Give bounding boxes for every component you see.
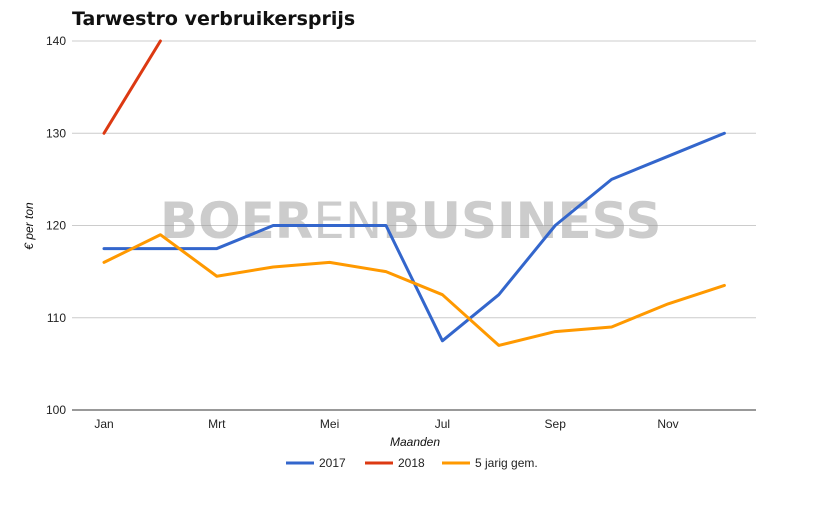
gridlines — [72, 40, 756, 411]
x-tick-label: Nov — [657, 417, 678, 431]
x-axis-label: Maanden — [390, 435, 440, 449]
y-tick-label: 140 — [46, 34, 66, 48]
x-tick-label: Mei — [320, 417, 339, 431]
watermark-part3: BUSINESS — [382, 192, 661, 250]
x-tick-label: Sep — [545, 417, 567, 431]
y-axis-ticks: 100 110 120 130 140 — [46, 34, 66, 417]
x-tick-label: Mrt — [208, 417, 226, 431]
y-tick-label: 110 — [47, 311, 66, 325]
watermark-part2: EN — [313, 192, 382, 250]
series-line — [102, 233, 726, 347]
legend-label: 2018 — [398, 456, 425, 470]
y-axis-label: € per ton — [22, 202, 36, 250]
y-tick-label: 120 — [46, 219, 66, 233]
y-tick-label: 100 — [46, 403, 66, 417]
legend-label: 5 jarig gem. — [475, 456, 538, 470]
chart-title: Tarwestro verbruikersprijs — [72, 8, 356, 30]
series-line — [102, 39, 162, 135]
series-lines — [102, 39, 726, 347]
x-axis-ticks: Jan Mrt Mei Jul Sep Nov — [94, 417, 678, 431]
x-tick-label: Jan — [94, 417, 113, 431]
x-tick-label: Jul — [435, 417, 450, 431]
legend-label: 2017 — [319, 456, 346, 470]
y-tick-label: 130 — [46, 126, 66, 140]
legend: 2017 2018 5 jarig gem. — [286, 456, 538, 470]
